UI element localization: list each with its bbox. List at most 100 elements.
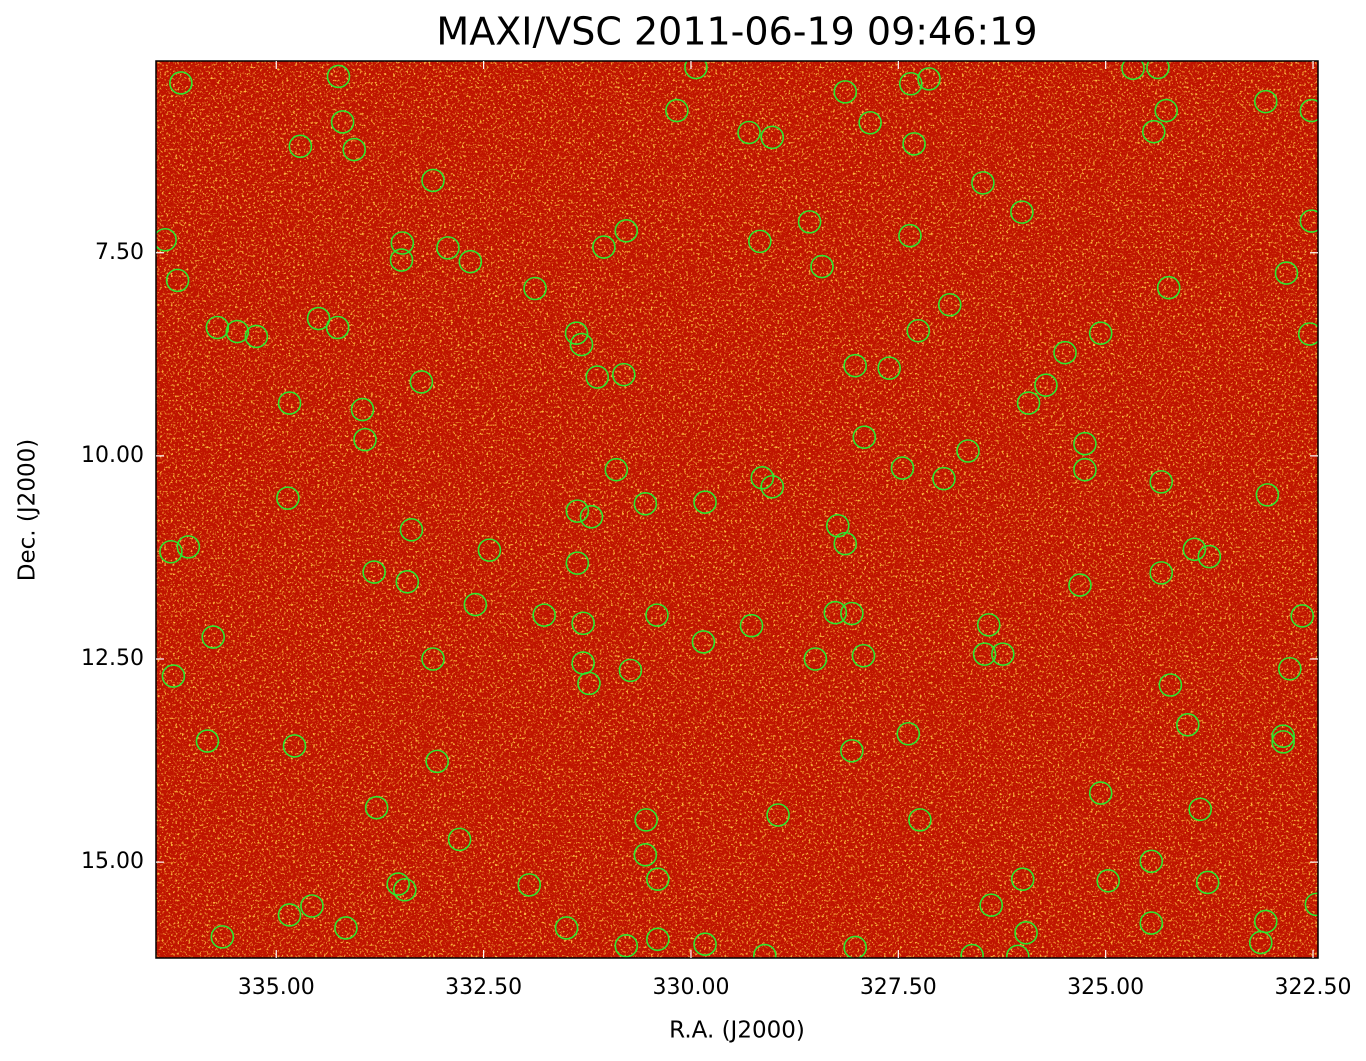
source-circle xyxy=(1034,373,1058,397)
source-circle xyxy=(288,134,313,159)
source-circle xyxy=(1139,911,1164,935)
source-circle xyxy=(569,332,594,357)
source-circle xyxy=(1253,89,1278,114)
source-circle xyxy=(748,229,772,254)
source-circle xyxy=(956,439,980,463)
source-circle xyxy=(1182,537,1207,562)
source-circle xyxy=(896,721,921,746)
source-circle xyxy=(760,474,785,499)
source-circle xyxy=(161,664,186,688)
source-circle xyxy=(979,893,1004,917)
plot-frame xyxy=(155,60,1319,959)
source-circle xyxy=(614,934,639,958)
source-circle xyxy=(1053,340,1077,365)
source-circle xyxy=(633,492,658,516)
source-circle xyxy=(565,551,590,575)
source-circle xyxy=(898,71,923,96)
source-circle xyxy=(205,315,230,340)
source-circle xyxy=(389,248,414,272)
source-circle xyxy=(932,466,956,491)
source-circle xyxy=(991,642,1015,666)
source-circle xyxy=(425,749,449,774)
source-circle xyxy=(393,877,417,902)
source-circle xyxy=(409,370,434,394)
source-circle xyxy=(1016,391,1041,415)
source-circle xyxy=(159,539,183,564)
source-circle xyxy=(1197,544,1222,569)
source-circle xyxy=(1154,98,1179,123)
source-circle xyxy=(760,125,785,150)
source-circle xyxy=(693,932,717,956)
source-circle xyxy=(1149,561,1174,585)
source-circle xyxy=(306,306,331,331)
source-circle xyxy=(833,531,858,556)
source-circle xyxy=(1158,673,1183,697)
source-circle xyxy=(195,729,220,753)
source-circle xyxy=(517,873,542,897)
source-circle xyxy=(156,227,177,252)
source-circle xyxy=(330,110,355,134)
source-circle xyxy=(1299,209,1318,233)
source-circle xyxy=(165,268,190,293)
source-circle xyxy=(1088,321,1113,345)
source-circle xyxy=(1304,892,1318,917)
source-circle xyxy=(618,658,643,683)
y-tick-label: 7.50 xyxy=(95,240,144,265)
source-circle xyxy=(1073,457,1097,482)
source-circle xyxy=(1068,573,1092,597)
source-circle xyxy=(1156,275,1181,300)
source-circle xyxy=(342,137,367,162)
x-tick-label: 330.00 xyxy=(652,975,729,1000)
source-circle xyxy=(739,613,764,638)
source-circle xyxy=(277,903,302,927)
source-circle xyxy=(463,592,488,617)
source-circle xyxy=(843,353,867,378)
source-circle xyxy=(571,611,595,636)
source-circle xyxy=(564,321,589,345)
x-tick-label: 327.50 xyxy=(860,975,937,1000)
source-circle xyxy=(693,490,717,514)
source-circle xyxy=(604,457,629,482)
source-circle xyxy=(851,643,876,668)
source-circle xyxy=(1290,604,1315,628)
source-circle xyxy=(1014,921,1038,945)
source-circle xyxy=(1005,944,1030,958)
source-circle xyxy=(750,466,775,490)
source-circle xyxy=(353,427,377,452)
source-circle xyxy=(1188,797,1213,822)
source-circle xyxy=(960,943,984,958)
source-circle xyxy=(976,613,1001,637)
source-circle xyxy=(390,231,415,255)
source-circle xyxy=(852,425,877,449)
x-tick-label: 325.00 xyxy=(1067,975,1144,1000)
source-circle xyxy=(565,499,590,523)
source-circle xyxy=(972,642,997,666)
source-circle xyxy=(1010,867,1035,891)
source-circle xyxy=(803,647,828,671)
y-tick-label: 12.50 xyxy=(81,646,144,671)
source-circle xyxy=(300,894,324,918)
x-tick-label: 322.50 xyxy=(1275,975,1352,1000)
source-circle xyxy=(523,276,547,301)
source-circle xyxy=(645,927,670,952)
source-circle xyxy=(169,71,193,95)
source-circle xyxy=(277,391,302,415)
source-circle xyxy=(737,120,761,145)
source-circle xyxy=(1139,849,1164,874)
source-circle xyxy=(399,518,424,542)
source-circle xyxy=(1010,200,1034,224)
source-circle xyxy=(1299,98,1318,123)
source-circle xyxy=(585,365,610,389)
source-circle xyxy=(350,397,375,422)
source-circle xyxy=(386,872,410,896)
source-circle xyxy=(843,935,867,958)
source-circle xyxy=(225,319,250,344)
source-circle xyxy=(1255,483,1280,507)
x-axis-label: R.A. (J2000) xyxy=(669,1018,805,1044)
chart-title: MAXI/VSC 2011-06-19 09:46:19 xyxy=(436,10,1037,54)
source-circle xyxy=(797,210,822,234)
source-circle xyxy=(833,80,858,104)
x-tick-label: 332.50 xyxy=(445,975,522,1000)
source-circle xyxy=(554,916,579,940)
